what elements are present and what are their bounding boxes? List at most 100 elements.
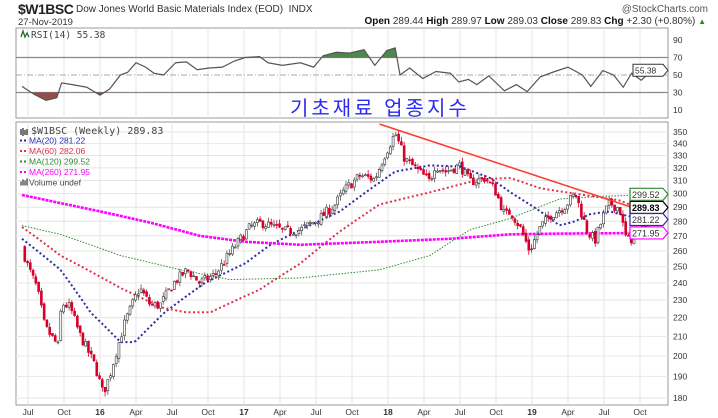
- candle-body: [67, 302, 71, 308]
- candle-body: [62, 304, 65, 313]
- candle-body: [544, 216, 547, 224]
- candle-body: [386, 152, 389, 159]
- ohlc-summary: Open 289.44 High 289.97 Low 289.03 Close…: [364, 16, 706, 27]
- price-tick-label: 320: [673, 163, 687, 173]
- price-tick-label: 180: [673, 393, 687, 403]
- candle-body: [281, 227, 284, 230]
- candle-body: [112, 364, 115, 377]
- candle-body: [95, 362, 99, 376]
- candle-body: [497, 193, 500, 199]
- candle-body: [549, 216, 553, 220]
- candle-body: [236, 238, 240, 247]
- chg-label: Chg: [604, 16, 624, 27]
- price-tick-label: 210: [673, 331, 687, 341]
- candle-body: [483, 177, 486, 182]
- price-panel: [15, 121, 669, 406]
- x-tick-label: Apr: [561, 407, 574, 417]
- candle-body: [217, 270, 220, 276]
- x-tick-label: Jul: [311, 407, 322, 417]
- x-tick-label: Jul: [167, 407, 178, 417]
- x-tick-label: Oct: [633, 407, 647, 417]
- price-tick-label: 270: [673, 231, 687, 241]
- candle-body: [566, 204, 569, 210]
- candle-body: [214, 273, 218, 275]
- candle-body: [59, 310, 63, 341]
- candle-body: [142, 289, 146, 294]
- candle-body: [422, 169, 425, 175]
- exchange: INDX: [288, 4, 313, 15]
- candle-body: [289, 227, 292, 235]
- candle-body: [560, 210, 564, 213]
- price-tick-label: 240: [673, 278, 687, 288]
- x-tick-label: Oct: [489, 407, 503, 417]
- candle-body: [209, 276, 212, 280]
- candle-body: [369, 175, 373, 181]
- candle-body: [286, 225, 290, 228]
- candle-body: [530, 248, 533, 251]
- candle-body: [516, 223, 519, 227]
- x-tick-label: Oct: [345, 407, 359, 417]
- candle-body: [347, 182, 351, 186]
- candle-body: [322, 211, 326, 216]
- x-tick-label: Apr: [273, 407, 286, 417]
- candle-body: [466, 169, 470, 175]
- candle-body: [596, 226, 600, 244]
- candle-body: [455, 164, 459, 174]
- candle-body: [610, 198, 614, 206]
- candle-body: [513, 218, 517, 223]
- price-tick-label: 220: [673, 313, 687, 323]
- candle-body: [485, 179, 489, 182]
- candle-body: [34, 276, 38, 284]
- rsi-line: [21, 47, 663, 102]
- candle-body: [449, 169, 453, 172]
- candle-body: [167, 288, 171, 291]
- quote-date: 27-Nov-2019: [18, 17, 73, 28]
- candle-body: [250, 224, 254, 227]
- candle-body: [391, 136, 395, 148]
- candle-body: [308, 222, 312, 224]
- candle-body: [92, 354, 96, 362]
- low-value: 289.03: [507, 16, 538, 27]
- candle-body: [358, 174, 362, 177]
- candle-body: [585, 220, 589, 234]
- brand-logo[interactable]: @StockCharts.com: [621, 4, 708, 15]
- candle-body: [389, 146, 392, 155]
- price-tick-label: 330: [673, 151, 687, 161]
- candle-body: [228, 253, 231, 255]
- candle-body: [305, 222, 309, 227]
- candle-body: [458, 162, 461, 166]
- candle-body: [178, 271, 182, 283]
- legend-item: Volume undef: [29, 178, 82, 188]
- candle-body: [150, 303, 154, 306]
- candle-body: [253, 222, 256, 227]
- candle-body: [275, 224, 279, 226]
- candle-body: [40, 290, 43, 306]
- candle-body: [461, 161, 464, 175]
- x-tick-label: Jul: [455, 407, 466, 417]
- ma-line-ma260: [21, 193, 662, 247]
- candle-body: [23, 246, 27, 262]
- legend-item: $W1BSC (Weekly) 289.83: [31, 126, 163, 137]
- candle-body: [419, 167, 423, 171]
- candle-body: [189, 271, 193, 277]
- candle-body: [170, 289, 173, 292]
- price-tick-label: 350: [673, 127, 687, 137]
- candle-body: [128, 305, 132, 315]
- candle-body: [245, 229, 248, 240]
- candle-body: [521, 226, 525, 235]
- rsi-overbought-fill: [382, 47, 397, 58]
- candle-body: [605, 205, 608, 214]
- candle-body: [29, 262, 32, 270]
- candle-body: [546, 215, 550, 218]
- rsi-legend: RSI(14) 55.38: [31, 30, 106, 41]
- high-label: High: [426, 16, 449, 27]
- candle-body: [267, 221, 270, 228]
- candle-body: [184, 268, 187, 275]
- candle-body: [433, 170, 436, 179]
- price-tick-label: 230: [673, 295, 687, 305]
- candle-body: [477, 177, 481, 184]
- candle-body: [602, 212, 605, 225]
- candle-body: [247, 223, 251, 230]
- candle-body: [555, 212, 558, 219]
- candle-body: [195, 276, 198, 281]
